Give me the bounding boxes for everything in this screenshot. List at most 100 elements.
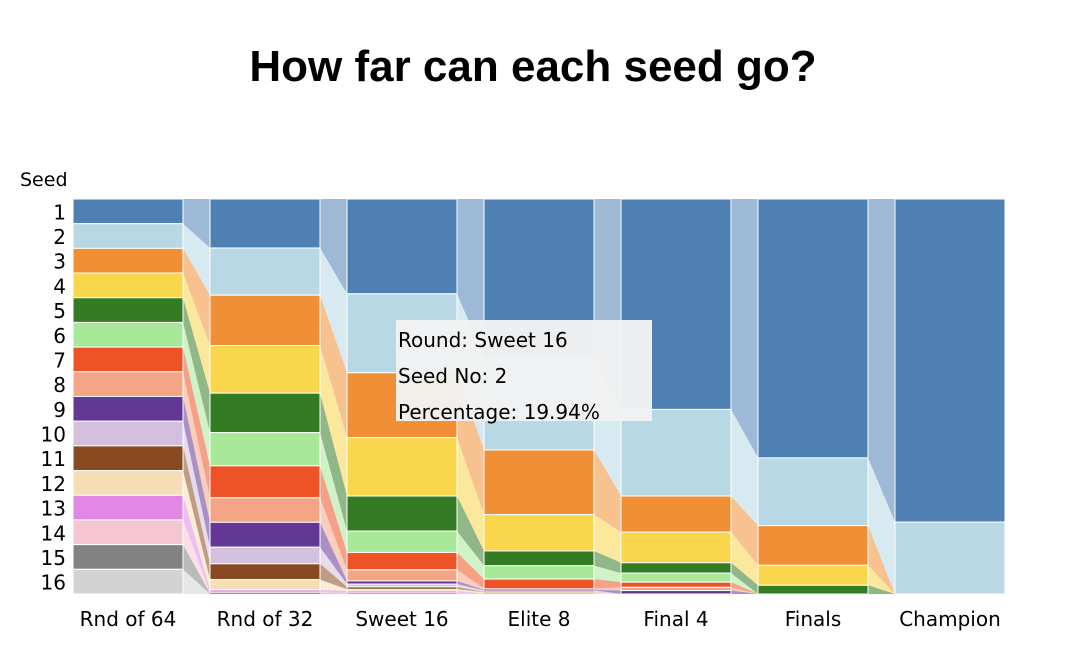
x-tick-label: Sweet 16 (355, 607, 448, 631)
bar-seed-8-rnd-of-32[interactable] (209, 497, 321, 523)
bar-seed-1-champion[interactable] (894, 198, 1006, 523)
flow-seed-8-round-5 (731, 587, 758, 594)
bar-seed-5-final-4[interactable] (620, 562, 732, 574)
bar-seed-6-rnd-of-64[interactable] (72, 321, 184, 348)
bar-seed-5-rnd-of-32[interactable] (209, 392, 321, 434)
bar-seed-2-champion[interactable] (894, 521, 1006, 595)
bar-seed-5-sweet-16[interactable] (346, 495, 458, 532)
bar-seed-6-sweet-16[interactable] (346, 530, 458, 553)
bar-seed-14-rnd-of-64[interactable] (72, 519, 184, 546)
bar-seed-3-finals[interactable] (757, 525, 869, 566)
bar-seed-11-rnd-of-64[interactable] (72, 445, 184, 472)
bar-seed-2-rnd-of-32[interactable] (209, 247, 321, 296)
bar-seed-10-rnd-of-64[interactable] (72, 420, 184, 447)
y-tick-label: 6 (53, 324, 66, 348)
bar-seed-11-rnd-of-32[interactable] (209, 563, 321, 581)
flow-seed-14-round-1 (183, 519, 210, 594)
hover-tooltip: Round: Sweet 16 Seed No: 2 Percentage: 1… (396, 320, 652, 424)
bar-seed-5-elite-8[interactable] (483, 550, 595, 567)
bar-seed-3-final-4[interactable] (620, 495, 732, 533)
flow-seed-14-round-2 (320, 592, 347, 594)
bar-seed-14-sweet-16[interactable] (347, 593, 457, 594)
bar-seed-11-sweet-16[interactable] (346, 586, 458, 590)
bar-seed-4-rnd-of-32[interactable] (209, 345, 321, 394)
bar-seed-4-sweet-16[interactable] (346, 437, 458, 497)
y-tick-label: 5 (53, 299, 66, 323)
bar-seed-1-rnd-of-64[interactable] (72, 198, 184, 225)
bar-seed-10-elite-8[interactable] (484, 590, 594, 593)
flow-seed-7-round-1 (183, 347, 210, 498)
label-layer: Rnd of 64 Rnd of 32 Sweet 16 Elite 8 Final 4… (20, 169, 1001, 631)
bar-seed-5-finals[interactable] (757, 584, 869, 595)
bar-seed-7-final-4[interactable] (620, 581, 732, 588)
y-tick-label: 13 (41, 497, 66, 521)
bar-seed-7-rnd-of-32[interactable] (209, 465, 321, 499)
bar-seed-15-rnd-of-32[interactable] (210, 593, 320, 594)
bar-seed-3-rnd-of-32[interactable] (209, 294, 321, 347)
x-tick-label: Rnd of 64 (80, 607, 177, 631)
bar-seed-2-finals[interactable] (757, 457, 869, 527)
bar-seed-7-rnd-of-64[interactable] (72, 346, 184, 373)
bar-seed-4-elite-8[interactable] (483, 514, 595, 552)
bar-seed-14-rnd-of-32[interactable] (210, 592, 320, 594)
bar-seed-6-final-4[interactable] (620, 572, 732, 583)
bar-seed-2-rnd-of-64[interactable] (72, 223, 184, 249)
flow-seed-6-round-4 (594, 565, 621, 583)
flow-seed-12-round-4 (594, 592, 621, 594)
x-tick-label: Elite 8 (508, 607, 571, 631)
flow-seed-3-round-4 (594, 449, 621, 533)
bar-seed-13-rnd-of-64[interactable] (72, 494, 184, 521)
bar-seed-3-elite-8[interactable] (483, 449, 595, 516)
bar-seed-1-finals[interactable] (757, 198, 869, 459)
bar-seed-1-sweet-16[interactable] (346, 198, 458, 295)
bar-seed-4-finals[interactable] (757, 564, 869, 586)
bar-seed-9-rnd-of-32[interactable] (209, 521, 321, 548)
tooltip-seed: Seed No: 2 (398, 364, 508, 388)
flow-seed-5-round-4 (594, 550, 621, 574)
bar-seed-13-sweet-16[interactable] (346, 590, 458, 594)
flow-seed-4-round-2 (320, 345, 347, 497)
flow-seed-7-round-4 (594, 579, 621, 589)
bar-seed-4-rnd-of-64[interactable] (72, 272, 184, 299)
flow-seed-11-round-3 (457, 586, 484, 593)
flow-seed-9-round-1 (183, 396, 210, 548)
flow-seed-4-round-1 (183, 273, 210, 394)
bar-seed-6-rnd-of-32[interactable] (209, 432, 321, 467)
flow-seed-8-round-4 (594, 587, 621, 591)
y-tick-label: 2 (53, 225, 66, 249)
flow-seed-15-round-2 (320, 593, 347, 594)
bar-seed-1-rnd-of-32[interactable] (209, 198, 321, 249)
flow-seed-5-round-6 (868, 585, 895, 594)
flow-seed-13-round-1 (183, 495, 210, 593)
flow-seed-6-round-2 (320, 432, 347, 553)
bar-seed-8-sweet-16[interactable] (346, 569, 458, 582)
bar-seed-3-rnd-of-64[interactable] (72, 247, 184, 274)
bar-seed-12-elite-8[interactable] (484, 592, 594, 594)
bar-seed-12-rnd-of-32[interactable] (209, 579, 321, 591)
bar-seed-5-rnd-of-64[interactable] (72, 297, 184, 323)
bar-seed-8-rnd-of-64[interactable] (72, 371, 184, 397)
bar-seed-2-final-4[interactable] (620, 408, 732, 497)
x-tick-label: Rnd of 32 (217, 607, 314, 631)
bar-seed-16-rnd-of-64[interactable] (72, 568, 184, 595)
flow-seed-5-round-5 (731, 562, 758, 594)
bar-seed-9-final-4[interactable] (620, 590, 732, 595)
flow-seed-2-round-1 (183, 223, 210, 296)
bar-seed-15-rnd-of-64[interactable] (72, 544, 184, 570)
flow-seed-4-round-5 (731, 532, 758, 586)
bar-seed-7-sweet-16[interactable] (346, 551, 458, 571)
flow-seed-11-round-4 (594, 592, 621, 594)
bar-seed-12-sweet-16[interactable] (347, 589, 457, 591)
bar-seed-13-rnd-of-32[interactable] (209, 589, 321, 593)
bar-seed-4-final-4[interactable] (620, 531, 732, 564)
bar-seed-8-elite-8[interactable] (484, 588, 594, 590)
bar-seed-12-rnd-of-64[interactable] (72, 470, 184, 496)
bar-seed-6-elite-8[interactable] (483, 565, 595, 580)
bar-seed-7-elite-8[interactable] (483, 578, 595, 590)
bar-seed-10-rnd-of-32[interactable] (209, 546, 321, 565)
y-tick-label: 8 (53, 373, 66, 397)
bar-seed-9-rnd-of-64[interactable] (72, 396, 184, 422)
tooltip-percentage: Percentage: 19.94% (398, 400, 600, 424)
flow-seed-3-round-5 (731, 496, 758, 566)
flow-seed-6-round-5 (731, 573, 758, 594)
